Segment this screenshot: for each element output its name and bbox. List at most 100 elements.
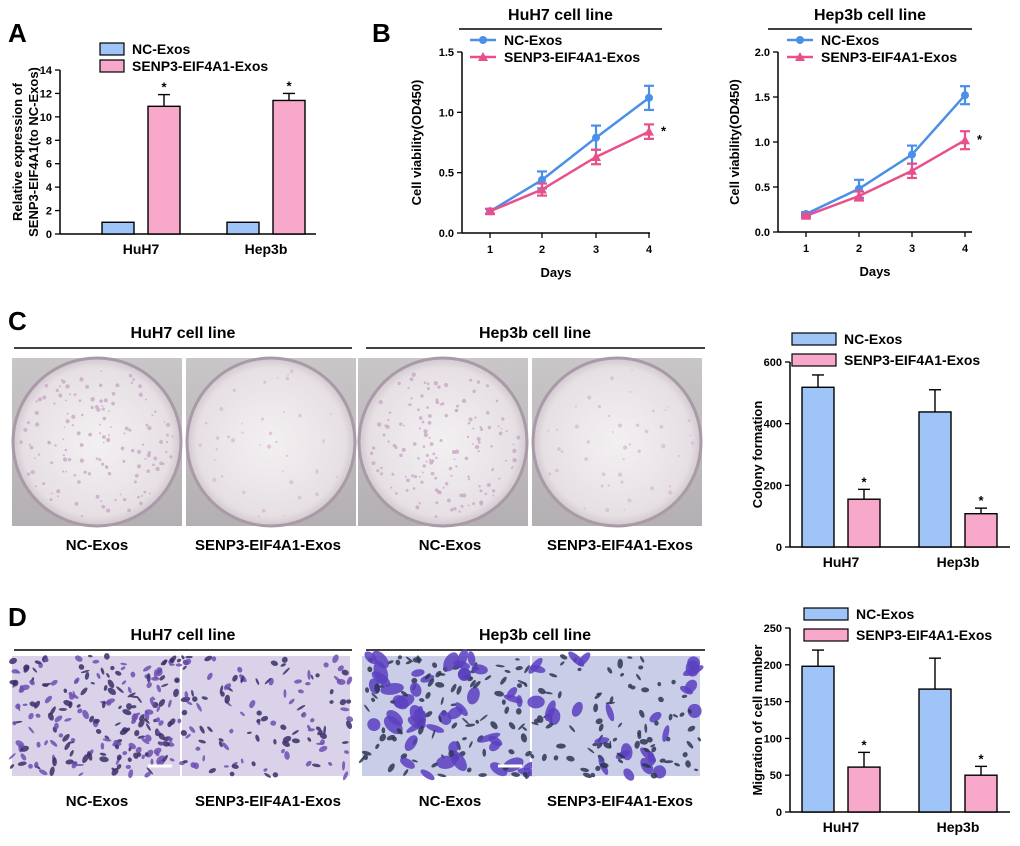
migrated-cell — [634, 740, 640, 749]
colony-dot — [378, 400, 383, 405]
chart-c-ylabel-line: Colony formation — [750, 401, 765, 509]
migrated-cell — [54, 722, 59, 730]
migrated-cell — [144, 710, 150, 721]
colony-dot — [144, 457, 147, 460]
colony-dot — [83, 470, 87, 474]
migrated-cell — [617, 758, 624, 764]
colony-dot — [101, 407, 105, 411]
colony-dot — [605, 508, 610, 513]
colony-dot — [50, 461, 54, 465]
colony-dot — [55, 388, 59, 393]
chart-c-ytick-label: 400 — [764, 419, 782, 431]
chart-b1-ytick-label: 0.5 — [439, 168, 454, 180]
migrated-cell — [311, 763, 321, 768]
colony-dot — [388, 411, 392, 414]
colony-dot — [418, 475, 421, 478]
migrated-cell — [543, 691, 553, 695]
chart-d-legend-swatch — [803, 607, 849, 621]
migrated-cell — [28, 763, 33, 769]
migrated-cell — [256, 718, 261, 723]
migrated-cell — [525, 750, 532, 757]
migrated-cell — [556, 743, 566, 749]
migrated-cell — [116, 686, 124, 694]
migrated-cell — [99, 756, 109, 763]
migrated-cell — [180, 730, 187, 736]
colony-dot — [607, 414, 611, 418]
chart-b2-line-senp3 — [805, 139, 966, 217]
petri-dish — [11, 356, 183, 528]
colony-dot — [478, 485, 481, 488]
migrated-cell — [641, 763, 652, 768]
migrated-cell — [616, 752, 625, 759]
migrated-cell — [682, 665, 704, 677]
migrated-cell — [431, 729, 436, 739]
migrated-cell — [156, 755, 165, 764]
migrated-cell — [87, 751, 93, 761]
migrated-cell — [522, 771, 528, 778]
migrated-cell — [49, 766, 55, 776]
migrated-cell — [651, 746, 657, 753]
migrated-cell — [176, 658, 182, 663]
chart-d-xtick-hep3b: Hep3b — [937, 819, 980, 835]
migrated-cell — [296, 704, 306, 711]
colony-dot — [439, 438, 443, 443]
migrated-cell — [305, 682, 311, 686]
migrated-cell — [367, 718, 381, 732]
migrated-cell — [337, 665, 344, 672]
colony-dot — [415, 505, 420, 510]
migrated-cell — [315, 726, 322, 732]
colony-dot — [98, 383, 103, 388]
colony-dot — [65, 384, 70, 389]
migrated-cell — [100, 742, 105, 750]
chart-b2-point-senp3 — [854, 191, 864, 200]
colony-dot — [423, 429, 428, 434]
migrated-cell — [17, 704, 21, 712]
colony-dot — [106, 437, 111, 443]
colony-dot — [474, 416, 477, 419]
colony-dot — [44, 383, 49, 388]
chart-d-ytick-label: 250 — [764, 623, 782, 635]
migrated-cell — [159, 675, 166, 681]
colony-dot — [58, 385, 61, 388]
colony-dot — [610, 376, 614, 381]
colony-dot — [412, 442, 417, 446]
colony-dot — [74, 501, 79, 506]
colony-dot — [107, 472, 112, 476]
colony-dot — [49, 498, 53, 502]
migrated-cell — [693, 768, 699, 772]
migrated-cell — [29, 679, 35, 686]
colony-dot — [586, 440, 591, 444]
migrated-cell — [328, 761, 333, 766]
chart-a-sig-star: * — [161, 80, 167, 95]
migrated-cell — [523, 682, 528, 688]
migrated-cell — [270, 720, 277, 726]
colony-dot — [418, 427, 422, 430]
colony-dot — [547, 430, 550, 433]
migrated-cell — [273, 738, 277, 745]
migration-micrograph-1 — [8, 653, 183, 779]
migrated-cell — [126, 703, 133, 710]
migrated-cell — [160, 659, 168, 666]
migrated-cell — [128, 742, 137, 750]
migrated-cell — [320, 739, 325, 745]
migrated-cell — [658, 696, 664, 703]
chart-b2-legend-marker — [795, 52, 805, 61]
migrated-cell — [568, 651, 585, 667]
colony-dot — [607, 484, 610, 487]
migrated-cell — [396, 728, 403, 735]
colony-dot — [556, 428, 559, 431]
migrated-cell — [333, 675, 341, 683]
migrated-cell — [156, 684, 161, 693]
colony-dot — [468, 417, 473, 422]
panel-d-photos: HuH7 cell line Hep3b cell line NC-Exos S… — [8, 627, 705, 810]
chart-b1-point-nc — [645, 93, 653, 102]
migrated-cell — [516, 695, 523, 708]
migrated-cell — [120, 666, 126, 670]
colony-dot — [275, 440, 278, 444]
migrated-cell — [386, 734, 396, 741]
chart-b2-ytick-label: 0.0 — [755, 227, 770, 239]
colony-dot — [133, 480, 137, 484]
chart-d-bar-nc-hep3b — [918, 688, 952, 813]
chart-b1-sig-star: * — [661, 124, 667, 139]
